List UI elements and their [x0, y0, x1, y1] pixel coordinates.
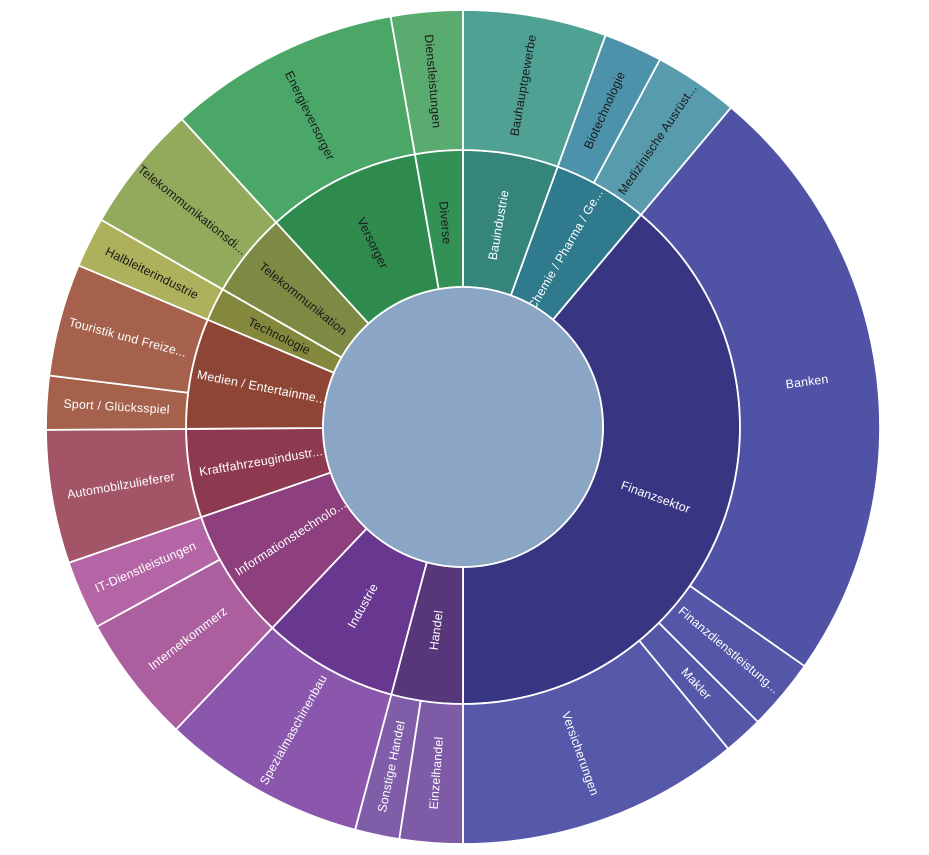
slice-dienstleistungen[interactable] [389, 9, 464, 156]
sunburst-center-circle[interactable] [322, 286, 604, 568]
slice-banken[interactable] [640, 106, 881, 668]
